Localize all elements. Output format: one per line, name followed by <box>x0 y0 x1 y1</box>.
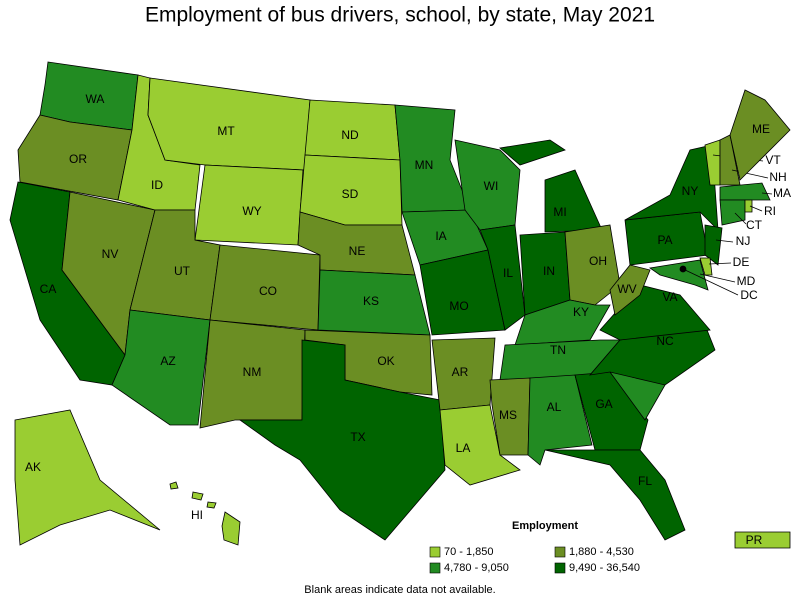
leader-line <box>682 268 739 296</box>
state-shape <box>729 89 791 181</box>
state-label: NE <box>349 244 366 258</box>
state-label: MD <box>737 274 756 288</box>
state-label: OH <box>589 254 607 268</box>
legend: 70 - 1,850 1,880 - 4,530 4,780 - 9,050 9,49… <box>429 546 640 574</box>
note: Blank areas indicate data not available. <box>304 584 495 596</box>
state-shape <box>704 224 723 266</box>
state-label: PR <box>746 533 763 547</box>
leader-line <box>699 273 736 283</box>
state-label: AZ <box>160 354 175 368</box>
state-label: OK <box>377 354 394 368</box>
state-label: IA <box>435 229 446 243</box>
state-shape <box>719 182 771 201</box>
legend-swatch <box>429 546 441 558</box>
state-label: VA <box>662 290 677 304</box>
state-label: NJ <box>736 234 751 248</box>
state-label: MI <box>553 205 566 219</box>
state-shape <box>191 491 204 501</box>
state-label: WA <box>86 92 105 106</box>
state-label: CA <box>40 282 57 296</box>
state-label: TX <box>350 430 365 444</box>
state-label: HI <box>191 508 203 522</box>
state-shape <box>544 169 603 233</box>
state-label: NV <box>102 247 119 261</box>
legend-swatch <box>554 546 566 558</box>
legend-swatch <box>554 562 566 574</box>
leader-line <box>749 205 763 212</box>
state-shape <box>206 501 217 509</box>
state-label: MO <box>449 299 468 313</box>
state-label: PA <box>657 233 672 247</box>
state-label: NC <box>656 334 674 348</box>
state-shape <box>489 377 531 456</box>
state-label: VT <box>765 153 781 167</box>
legend-title: Employment <box>512 520 578 532</box>
state-label: ID <box>151 178 163 192</box>
state-shape <box>744 199 753 213</box>
state-shape <box>734 531 791 549</box>
state-label: IL <box>503 266 513 280</box>
state-shape <box>699 257 713 276</box>
state-label: UT <box>174 264 191 278</box>
state-label: ME <box>752 122 770 136</box>
state-label: ND <box>341 128 359 142</box>
leader-line <box>708 262 732 265</box>
state-label: WV <box>617 282 636 296</box>
state-shape <box>169 481 179 490</box>
state-shape <box>544 449 686 541</box>
state-label: CO <box>259 284 277 298</box>
state-label: NM <box>243 365 262 379</box>
state-label: NH <box>769 170 786 184</box>
state-label: WY <box>242 204 261 218</box>
state-label: DE <box>733 255 750 269</box>
state-label: RI <box>764 204 776 218</box>
state-label: IN <box>543 264 555 278</box>
state-label: KY <box>573 305 589 319</box>
state-shape <box>648 259 709 291</box>
state-label: AR <box>452 365 469 379</box>
state-shape <box>439 404 521 486</box>
state-label: AK <box>25 460 41 474</box>
state-label: SD <box>342 187 359 201</box>
leader-line <box>715 239 734 243</box>
legend-label: 4,780 - 9,050 <box>444 562 509 574</box>
legend-label: 1,880 - 4,530 <box>569 546 634 558</box>
state-shape <box>238 339 446 541</box>
state-label: TN <box>550 343 566 357</box>
state-shape <box>609 264 651 316</box>
state-label: DC <box>740 288 758 302</box>
state-label: MN <box>415 158 434 172</box>
leader-line <box>761 192 773 195</box>
state-label: MT <box>217 124 235 138</box>
state-shape <box>14 409 161 546</box>
legend-swatch <box>429 562 441 574</box>
legend-label: 70 - 1,850 <box>444 546 494 558</box>
state-label: MA <box>773 186 791 200</box>
map-title: Employment of bus drivers, school, by st… <box>145 4 655 27</box>
state-label: OR <box>69 152 87 166</box>
state-label: NY <box>682 184 699 198</box>
state-shape <box>564 224 621 306</box>
state-label: GA <box>595 397 612 411</box>
state-label: WI <box>484 179 499 193</box>
legend-label: 9,490 - 36,540 <box>569 562 640 574</box>
state-shape <box>499 139 566 166</box>
leader-line <box>734 212 747 225</box>
state-shape <box>719 199 746 226</box>
state-label: AL <box>547 400 562 414</box>
state-label: KS <box>363 294 379 308</box>
state-label: FL <box>638 474 652 488</box>
state-label: MS <box>499 408 517 422</box>
states: WA OR CA NV ID MT WY UT AZ CO NM ND SD NE KS OK TX MN IA MO… <box>9 61 791 549</box>
state-shape <box>221 511 241 546</box>
state-label: LA <box>456 441 471 455</box>
state-shape <box>479 224 526 331</box>
state-label: CT <box>746 218 763 232</box>
